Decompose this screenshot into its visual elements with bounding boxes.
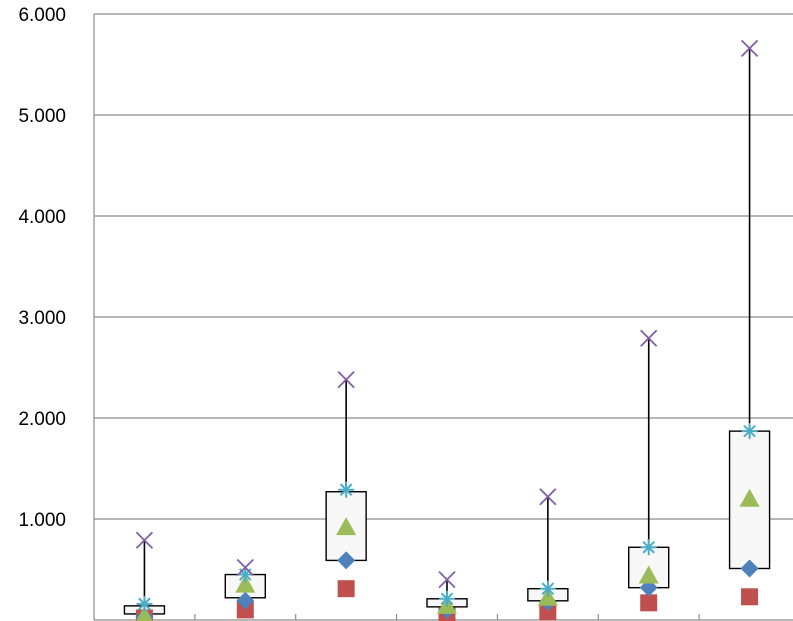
box-group	[123, 531, 166, 621]
y-tick-label: 3.000	[18, 308, 66, 329]
mean-marker	[739, 488, 760, 507]
max-marker	[640, 329, 658, 347]
min-marker	[337, 580, 355, 598]
mean-marker	[336, 517, 357, 536]
max-marker	[740, 39, 759, 57]
upper-star-marker	[136, 595, 153, 612]
min-marker	[236, 601, 254, 619]
min-marker	[640, 594, 658, 612]
mean-marker	[235, 574, 256, 593]
max-marker	[539, 488, 557, 506]
x-stroke	[135, 531, 154, 549]
box-group	[527, 488, 569, 621]
box-group	[224, 558, 266, 619]
median-marker	[740, 559, 759, 578]
upper-star-marker	[640, 539, 657, 556]
mean-marker	[638, 565, 659, 584]
x-stroke	[640, 329, 658, 347]
gridlines	[94, 13, 793, 520]
y-tick-label: 2.000	[18, 409, 66, 430]
x-stroke	[236, 558, 254, 577]
min-marker	[741, 588, 759, 606]
box-group	[728, 39, 771, 606]
upper-star-marker	[338, 481, 355, 498]
x-stroke	[438, 570, 456, 589]
y-axis-tick-labels: 1.000 2.000 3.000 4.000 5.000 6.000	[18, 5, 66, 531]
box-group	[325, 370, 367, 598]
box-group	[426, 570, 468, 621]
max-marker	[438, 570, 456, 589]
max-marker	[236, 558, 254, 577]
mean-marker	[136, 605, 153, 621]
median-marker	[236, 591, 255, 610]
y-tick-label: 4.000	[18, 207, 66, 228]
median-marker	[337, 551, 356, 570]
y-tick-label: 1.000	[18, 510, 66, 531]
mean-marker	[537, 587, 558, 606]
x-stroke	[740, 39, 759, 57]
max-marker	[337, 370, 355, 389]
min-marker	[539, 603, 557, 621]
y-tick-label: 5.000	[18, 106, 66, 127]
x-stroke	[539, 488, 557, 506]
max-marker	[135, 531, 154, 549]
upper-star-marker	[237, 566, 254, 583]
upper-star-marker	[439, 590, 455, 607]
y-tick-label: 6.000	[18, 5, 66, 26]
boxes	[123, 39, 771, 621]
box-group	[628, 329, 670, 612]
upper-star-marker	[741, 423, 758, 440]
x-stroke	[337, 370, 355, 389]
upper-star-marker	[539, 580, 556, 597]
